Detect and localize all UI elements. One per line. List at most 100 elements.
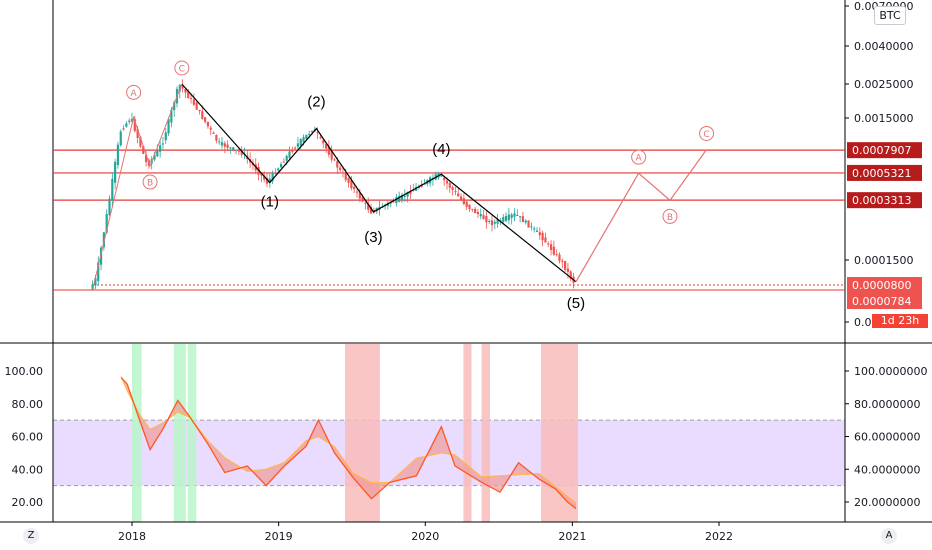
candle-body	[189, 98, 193, 100]
candle-body	[260, 172, 263, 176]
candle-body	[234, 149, 238, 151]
candle-body	[361, 196, 364, 202]
candle-body	[305, 134, 308, 140]
rsi-right-tick: 20.0000000	[854, 496, 920, 509]
candle-body	[240, 149, 243, 155]
candle-body	[535, 230, 539, 232]
candle-body	[167, 119, 170, 134]
candle-body	[204, 117, 207, 122]
grid-layer	[0, 0, 932, 523]
candle-body	[516, 214, 519, 216]
rsi-left-tick: 20.00	[12, 496, 44, 509]
rsi-highlight	[173, 344, 186, 522]
candle-body	[544, 237, 547, 243]
symbol-badge[interactable]: BTC	[874, 6, 906, 25]
rsi-highlight	[481, 344, 490, 522]
rsi-left-tick: 40.00	[12, 463, 44, 476]
candle-body	[125, 123, 128, 127]
abc-label-a-ring	[126, 84, 142, 100]
candle-body	[133, 119, 136, 131]
candle-body	[521, 216, 525, 223]
candle-body	[265, 178, 269, 184]
candle-body	[209, 127, 212, 130]
candle-body	[308, 133, 311, 135]
candle-body	[333, 159, 336, 161]
candle-body	[398, 195, 401, 202]
level-tag-text: 0.0003313	[852, 194, 912, 207]
candle-body	[223, 143, 226, 147]
candle-body	[316, 132, 319, 134]
price-tick-label: 0.0015000	[854, 112, 914, 125]
candle-body	[282, 161, 285, 163]
x-tick-label: 2021	[558, 530, 586, 543]
candle-body	[142, 146, 145, 154]
candle-body	[465, 201, 468, 207]
rsi-left-tick: 100.00	[5, 365, 44, 378]
candle-body	[519, 216, 522, 218]
level-lines-layer	[53, 149, 845, 291]
candle-body	[485, 215, 488, 223]
candle-body	[355, 191, 359, 193]
candle-body	[479, 213, 482, 217]
wave-label-3: (3)	[364, 229, 382, 246]
candle-body	[119, 131, 122, 146]
rsi-highlight	[132, 344, 142, 522]
abc-label-a: A	[131, 89, 138, 99]
rsi-left-tick: 80.00	[12, 398, 44, 411]
rsi-highlight	[463, 344, 472, 522]
candle-body	[369, 207, 373, 214]
auto-scale-button[interactable]: A	[881, 528, 897, 544]
wave-label-5: (5)	[567, 295, 585, 312]
candle-body	[161, 143, 165, 145]
candle-body	[288, 151, 291, 158]
candle-body	[105, 213, 108, 233]
candle-body	[291, 150, 294, 152]
candle-body	[215, 134, 218, 141]
candle-body	[476, 212, 480, 215]
candle-body	[229, 147, 232, 149]
candle-body	[97, 262, 100, 282]
wave-label-2: (2)	[307, 94, 325, 111]
candle-body	[454, 191, 457, 193]
candle-body	[212, 132, 215, 134]
level-tag-text: 0.0005321	[852, 167, 912, 180]
rsi-right-tick: 80.0000000	[854, 398, 920, 411]
abc-label-c-ring	[174, 60, 190, 76]
rsi-line	[120, 377, 577, 510]
rsi-highlight	[187, 344, 197, 522]
proj-label-c-ring	[699, 125, 715, 141]
candle-body	[91, 284, 94, 290]
candle-body	[116, 144, 120, 165]
price-tag-bg	[847, 277, 922, 293]
candle-body	[395, 197, 398, 204]
price-tick-label: 0.0001500	[854, 254, 914, 267]
rsi-highlight	[541, 344, 578, 522]
candle-body	[206, 121, 210, 127]
zoom-button[interactable]: Z	[23, 528, 39, 544]
proj-label-a: A	[636, 154, 643, 164]
candle-body	[153, 154, 156, 160]
candle-body	[459, 196, 463, 200]
candle-body	[547, 243, 550, 245]
rsi-signal-line	[120, 376, 577, 504]
candle-body	[493, 221, 496, 224]
candle-body	[538, 232, 541, 236]
price-tick-label: 0.0025000	[854, 78, 914, 91]
candle-body	[561, 260, 564, 262]
price-tag-text: 0.0000800	[852, 279, 912, 292]
candle-body	[558, 254, 561, 261]
wave-label-1: (1)	[261, 194, 279, 211]
candle-body	[294, 147, 297, 149]
candle-body	[392, 201, 395, 203]
candle-body	[136, 128, 139, 138]
countdown-timer: 1d 23h	[872, 314, 928, 328]
candle-body	[412, 190, 415, 192]
candle-body	[330, 150, 333, 160]
candle-body	[195, 102, 198, 110]
candle-body	[94, 277, 97, 286]
level-tag-bg	[847, 142, 922, 159]
candle-body	[220, 142, 224, 146]
history-abc-path	[92, 83, 183, 290]
candle-body	[226, 144, 229, 148]
rsi-right-tick: 100.0000000	[854, 365, 927, 378]
